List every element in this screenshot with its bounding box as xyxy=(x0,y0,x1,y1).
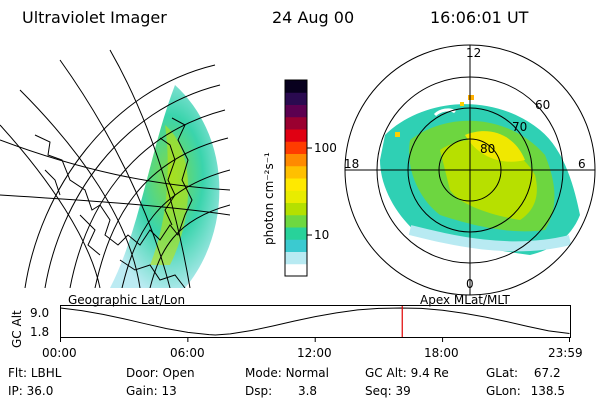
geo-panel-label: Geographic Lat/Lon xyxy=(68,293,186,307)
colorbar-stripe xyxy=(285,251,307,265)
mlat-label-70: 70 xyxy=(512,120,528,134)
xtick-label-4: 23:59 xyxy=(548,346,583,360)
polar-plot xyxy=(344,44,596,296)
geo-grid-arc xyxy=(24,64,216,288)
date-label: 24 Aug 00 xyxy=(272,8,355,27)
status-dsp: Dsp: 3.8 xyxy=(245,384,318,398)
status-ip: IP: 36.0 xyxy=(8,384,54,398)
mlt-label-18: 18 xyxy=(344,157,360,171)
polar-panel-label: Apex MLat/MLT xyxy=(420,293,510,307)
mlt-label-12: 12 xyxy=(466,46,482,60)
mlat-label-60: 60 xyxy=(535,98,551,112)
colorbar-stripe xyxy=(285,153,307,167)
altitude-chart xyxy=(60,305,571,342)
colorbar-stripe xyxy=(285,178,307,191)
chart-ylabel: GC Alt xyxy=(10,310,24,348)
status-gc-alt: GC Alt: 9.4 Re xyxy=(365,366,449,380)
colorbar-tick-100: 100 xyxy=(314,141,337,155)
geographic-map xyxy=(0,49,230,288)
mlt-label-0: 0 xyxy=(466,277,474,291)
colorbar-stripe xyxy=(285,141,307,154)
colorbar-stripe xyxy=(285,263,307,277)
coastline xyxy=(34,117,193,246)
status-glon: GLon: 138.5 xyxy=(486,384,565,398)
colorbar-stripe xyxy=(285,116,307,130)
mlat-label-80: 80 xyxy=(480,142,496,156)
colorbar-stripe xyxy=(285,214,307,228)
altitude-series-line xyxy=(60,307,570,336)
instrument-title: Ultraviolet Imager xyxy=(22,8,167,27)
xtick-label-1: 06:00 xyxy=(170,346,205,360)
colorbar-unit-label: photon cm⁻²s⁻¹ xyxy=(262,152,276,245)
xtick-label-3: 18:00 xyxy=(424,346,459,360)
colorbar-tick-10: 10 xyxy=(314,228,330,242)
colorbar-stripe xyxy=(285,227,307,240)
colorbar-stripe xyxy=(285,165,307,179)
status-glat: GLat: 67.2 xyxy=(486,366,561,380)
mlt-label-6: 6 xyxy=(578,157,586,171)
xtick-label-2: 12:00 xyxy=(297,346,332,360)
status-seq: Seq: 39 xyxy=(365,384,411,398)
colorbar-stripe xyxy=(285,129,307,142)
colorbar xyxy=(284,79,312,277)
status-filter: Flt: LBHL xyxy=(8,366,62,380)
xtick-label-0: 00:00 xyxy=(42,346,77,360)
status-door: Door: Open xyxy=(126,366,195,380)
colorbar-stripe xyxy=(285,104,307,118)
ytick-label-1-8: 1.8 xyxy=(30,325,50,339)
colorbar-stripe xyxy=(285,80,307,93)
colorbar-stripe xyxy=(285,239,307,252)
status-gain: Gain: 13 xyxy=(126,384,177,398)
ytick-label-9: 9.0 xyxy=(30,306,50,320)
colorbar-stripe xyxy=(285,202,307,216)
colorbar-stripe xyxy=(285,190,307,203)
geo-earth-disk xyxy=(110,85,220,288)
status-mode: Mode: Normal xyxy=(245,366,329,380)
colorbar-stripe xyxy=(285,92,307,105)
time-label: 16:06:01 UT xyxy=(430,8,529,27)
